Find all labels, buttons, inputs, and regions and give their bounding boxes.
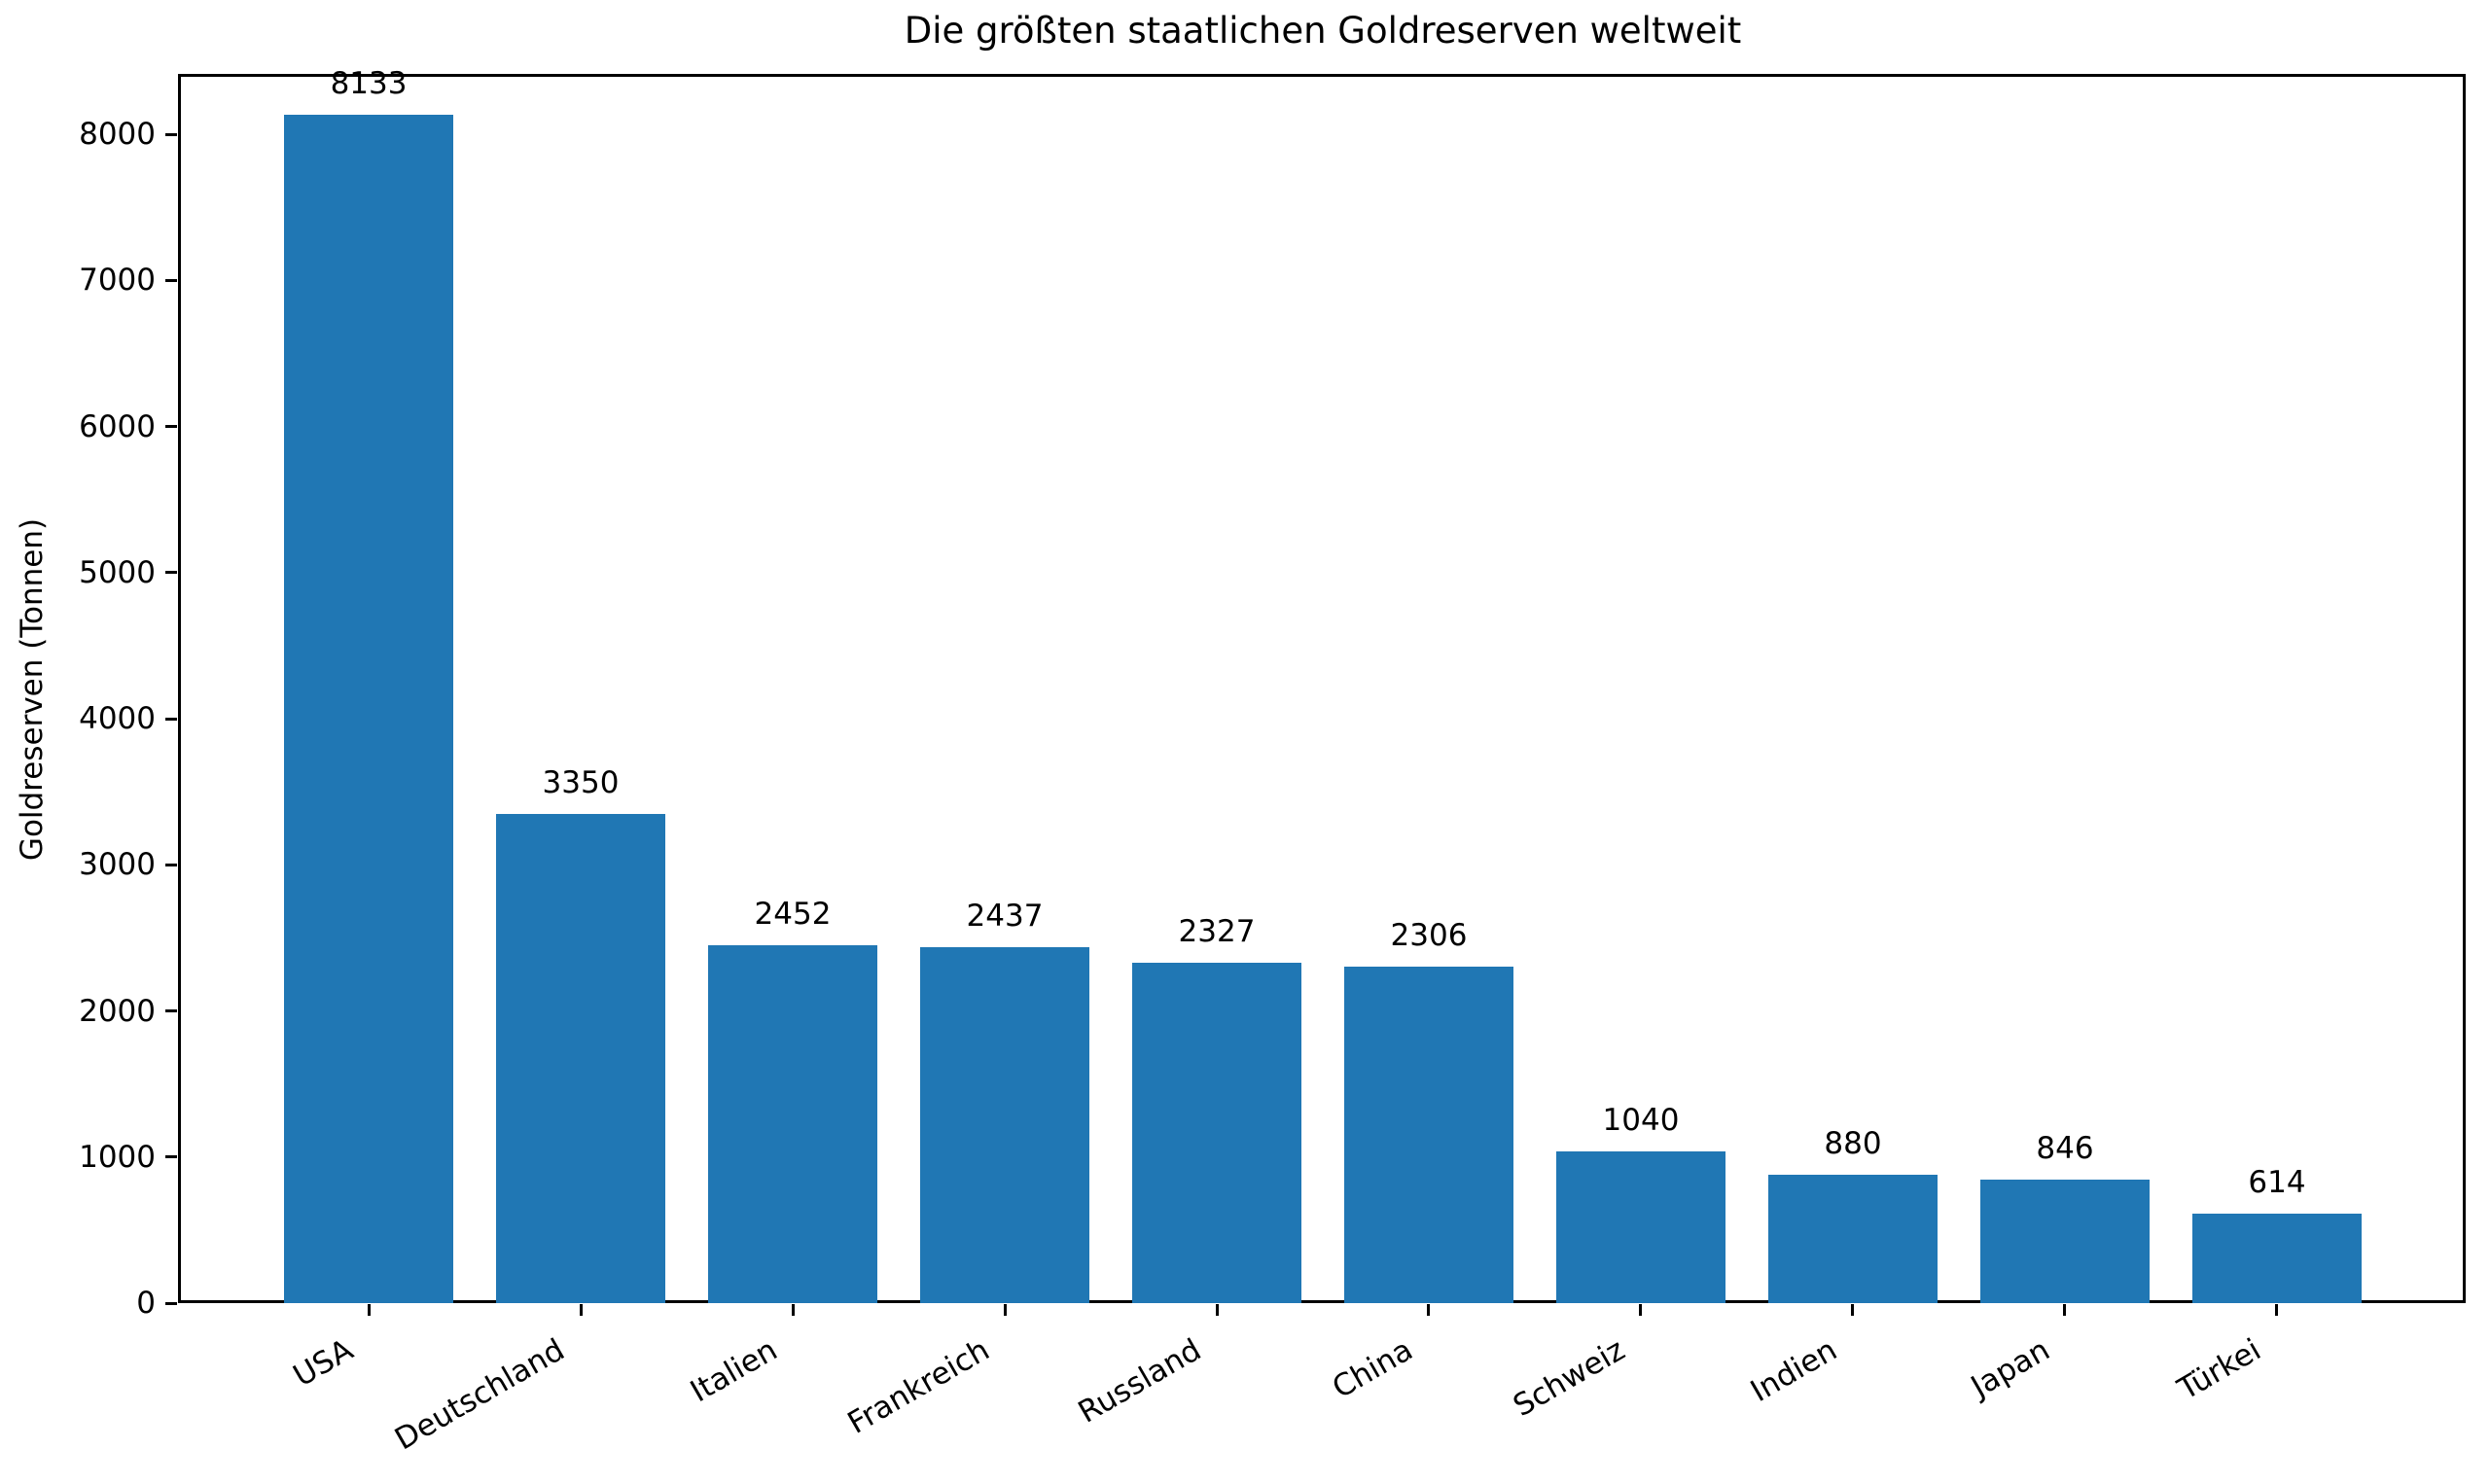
x-tick-mark (1851, 1304, 1855, 1316)
x-tick-mark (1639, 1304, 1643, 1316)
bar-value-label: 8133 (330, 66, 408, 102)
bar (1979, 1179, 2151, 1303)
bar (2191, 1213, 2363, 1303)
x-tick-mark (2063, 1304, 2067, 1316)
y-tick-label: 2000 (79, 993, 156, 1029)
bar (1343, 966, 1514, 1303)
x-tick-mark (367, 1304, 371, 1316)
bar-value-label: 1040 (1602, 1102, 1680, 1138)
bar (1767, 1174, 1939, 1303)
y-tick-label: 7000 (79, 263, 156, 299)
x-tick-label: Türkei (2172, 1332, 2267, 1407)
x-tick-mark (1427, 1304, 1431, 1316)
y-tick-mark (165, 1301, 177, 1305)
y-tick-mark (165, 571, 177, 575)
x-tick-label: China (1327, 1332, 1419, 1406)
bar (707, 944, 878, 1303)
x-tick-mark (791, 1304, 795, 1316)
x-tick-label: Indien (1745, 1332, 1843, 1410)
bar-value-label: 880 (1824, 1125, 1882, 1161)
bar-value-label: 2306 (1390, 917, 1468, 953)
y-tick-label: 8000 (79, 117, 156, 153)
x-tick-label: USA (287, 1332, 360, 1395)
x-tick-label: Japan (1965, 1332, 2055, 1405)
x-tick-label: Frankreich (841, 1332, 996, 1441)
x-tick-label: Russland (1072, 1332, 1208, 1431)
bar-value-label: 614 (2248, 1164, 2306, 1200)
chart-title: Die größten staatlichen Goldreserven wel… (904, 10, 1742, 52)
y-tick-label: 4000 (79, 701, 156, 737)
bar (495, 813, 666, 1303)
x-tick-mark (2275, 1304, 2279, 1316)
x-tick-mark (1003, 1304, 1007, 1316)
y-tick-mark (165, 132, 177, 136)
x-tick-label: Italien (684, 1332, 784, 1410)
bar-value-label: 2437 (966, 898, 1044, 934)
bar (283, 115, 454, 1303)
y-tick-mark (165, 717, 177, 721)
bar (1555, 1150, 1726, 1303)
y-tick-label: 6000 (79, 408, 156, 444)
bar (1131, 963, 1302, 1303)
y-tick-label: 3000 (79, 847, 156, 883)
y-tick-mark (165, 425, 177, 429)
y-tick-label: 5000 (79, 554, 156, 590)
bar (919, 946, 1090, 1303)
x-tick-label: Schweiz (1508, 1332, 1631, 1425)
y-tick-label: 1000 (79, 1139, 156, 1175)
bar-value-label: 3350 (542, 764, 620, 800)
bar-value-label: 846 (2036, 1130, 2094, 1166)
y-tick-label: 0 (136, 1286, 156, 1321)
x-tick-mark (579, 1304, 583, 1316)
x-tick-label: Deutschland (389, 1332, 572, 1458)
x-tick-mark (1215, 1304, 1219, 1316)
bar-value-label: 2327 (1178, 914, 1256, 950)
y-tick-mark (165, 1155, 177, 1159)
y-tick-mark (165, 1009, 177, 1013)
bar-value-label: 2452 (754, 896, 832, 932)
y-tick-mark (165, 278, 177, 282)
y-tick-mark (165, 863, 177, 866)
